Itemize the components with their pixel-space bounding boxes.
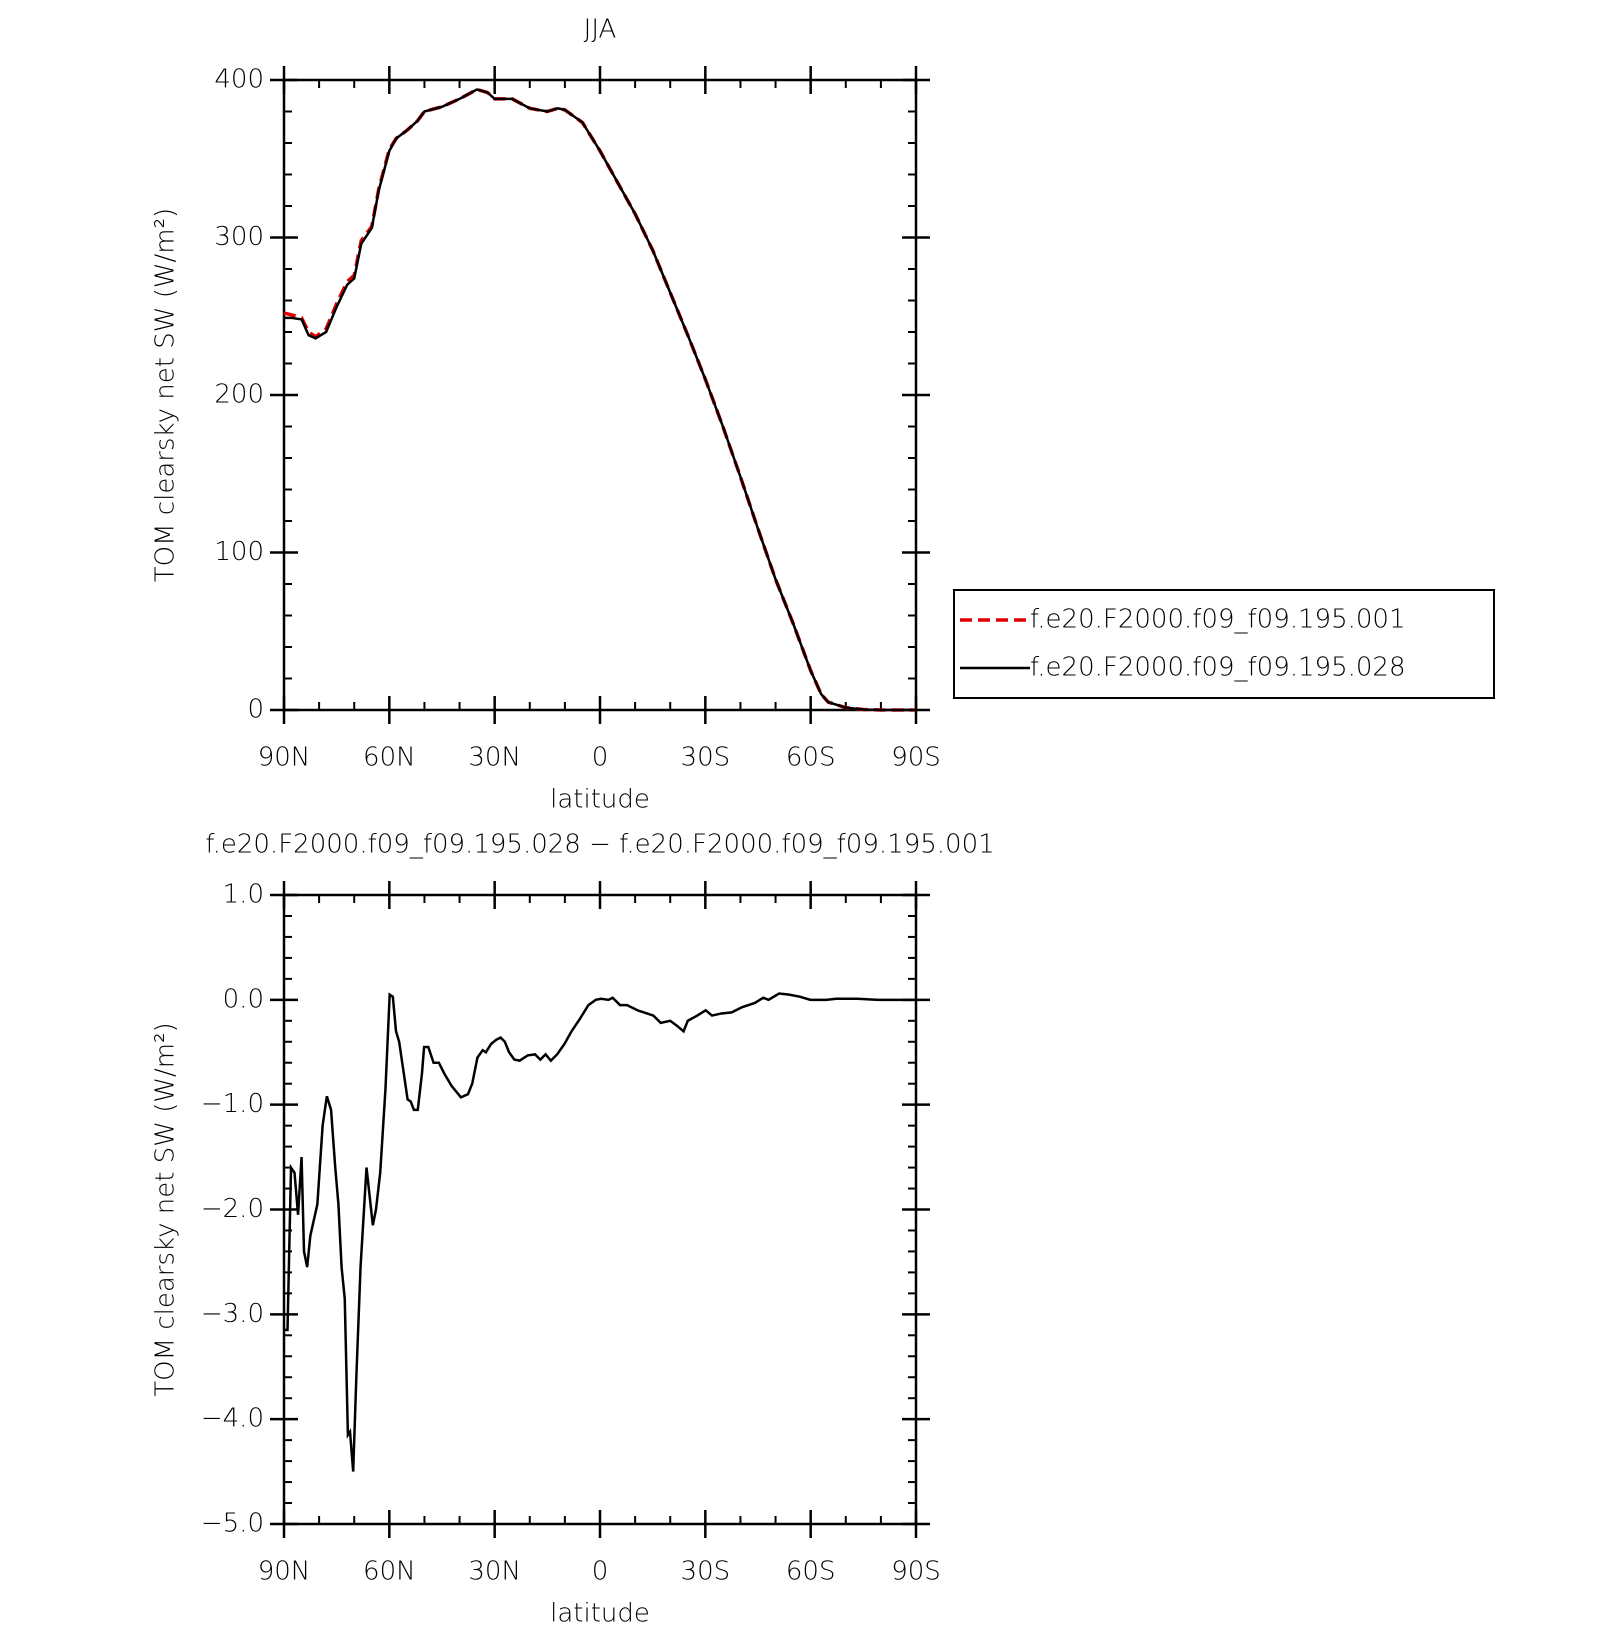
y-tick-label: 400 [214, 65, 264, 95]
x-tick-label: 90N [258, 743, 311, 773]
x-axis-label: latitude [550, 1599, 650, 1629]
y-tick-label: 200 [214, 380, 264, 410]
x-tick-label: 60N [363, 743, 416, 773]
series-line [284, 992, 916, 1472]
x-axis-label: latitude [550, 785, 650, 815]
x-tick-label: 90S [891, 743, 941, 773]
chart-title: JJA [584, 15, 617, 45]
y-axis-label: TOM clearsky net SW (W/m²) [151, 1022, 181, 1396]
plot-frame [282, 893, 918, 1526]
legend-box [953, 589, 1495, 699]
y-tick-label: −5.0 [201, 1509, 264, 1539]
y-tick-label: 1.0 [223, 880, 264, 910]
y-tick-label: 300 [214, 222, 264, 252]
y-tick-label: −4.0 [201, 1404, 264, 1434]
series-line [284, 88, 916, 712]
x-tick-label: 30S [681, 1557, 731, 1587]
legend-label: f.e20.F2000.f09_f09.195.001 [1030, 605, 1406, 635]
x-tick-label: 60S [786, 1557, 836, 1587]
plot-frame [282, 78, 918, 712]
y-tick-label: 0.0 [223, 984, 264, 1014]
y-tick-label: −3.0 [201, 1299, 264, 1329]
x-tick-label: 0 [592, 743, 609, 773]
x-tick-label: 90S [891, 1557, 941, 1587]
x-tick-label: 60N [363, 1557, 416, 1587]
y-tick-label: 0 [247, 695, 264, 725]
y-tick-label: −1.0 [201, 1089, 264, 1119]
chart-title: f.e20.F2000.f09_f09.195.028 − f.e20.F200… [205, 830, 994, 860]
x-tick-label: 90N [258, 1557, 311, 1587]
x-tick-label: 0 [592, 1557, 609, 1587]
y-tick-label: 100 [214, 537, 264, 567]
x-tick-label: 30S [681, 743, 731, 773]
legend-label: f.e20.F2000.f09_f09.195.028 [1030, 653, 1406, 683]
y-axis-label: TOM clearsky net SW (W/m²) [151, 208, 181, 582]
x-tick-label: 60S [786, 743, 836, 773]
series-line [283, 87, 916, 712]
x-tick-label: 30N [468, 743, 521, 773]
y-tick-label: −2.0 [201, 1194, 264, 1224]
x-tick-label: 30N [468, 1557, 521, 1587]
